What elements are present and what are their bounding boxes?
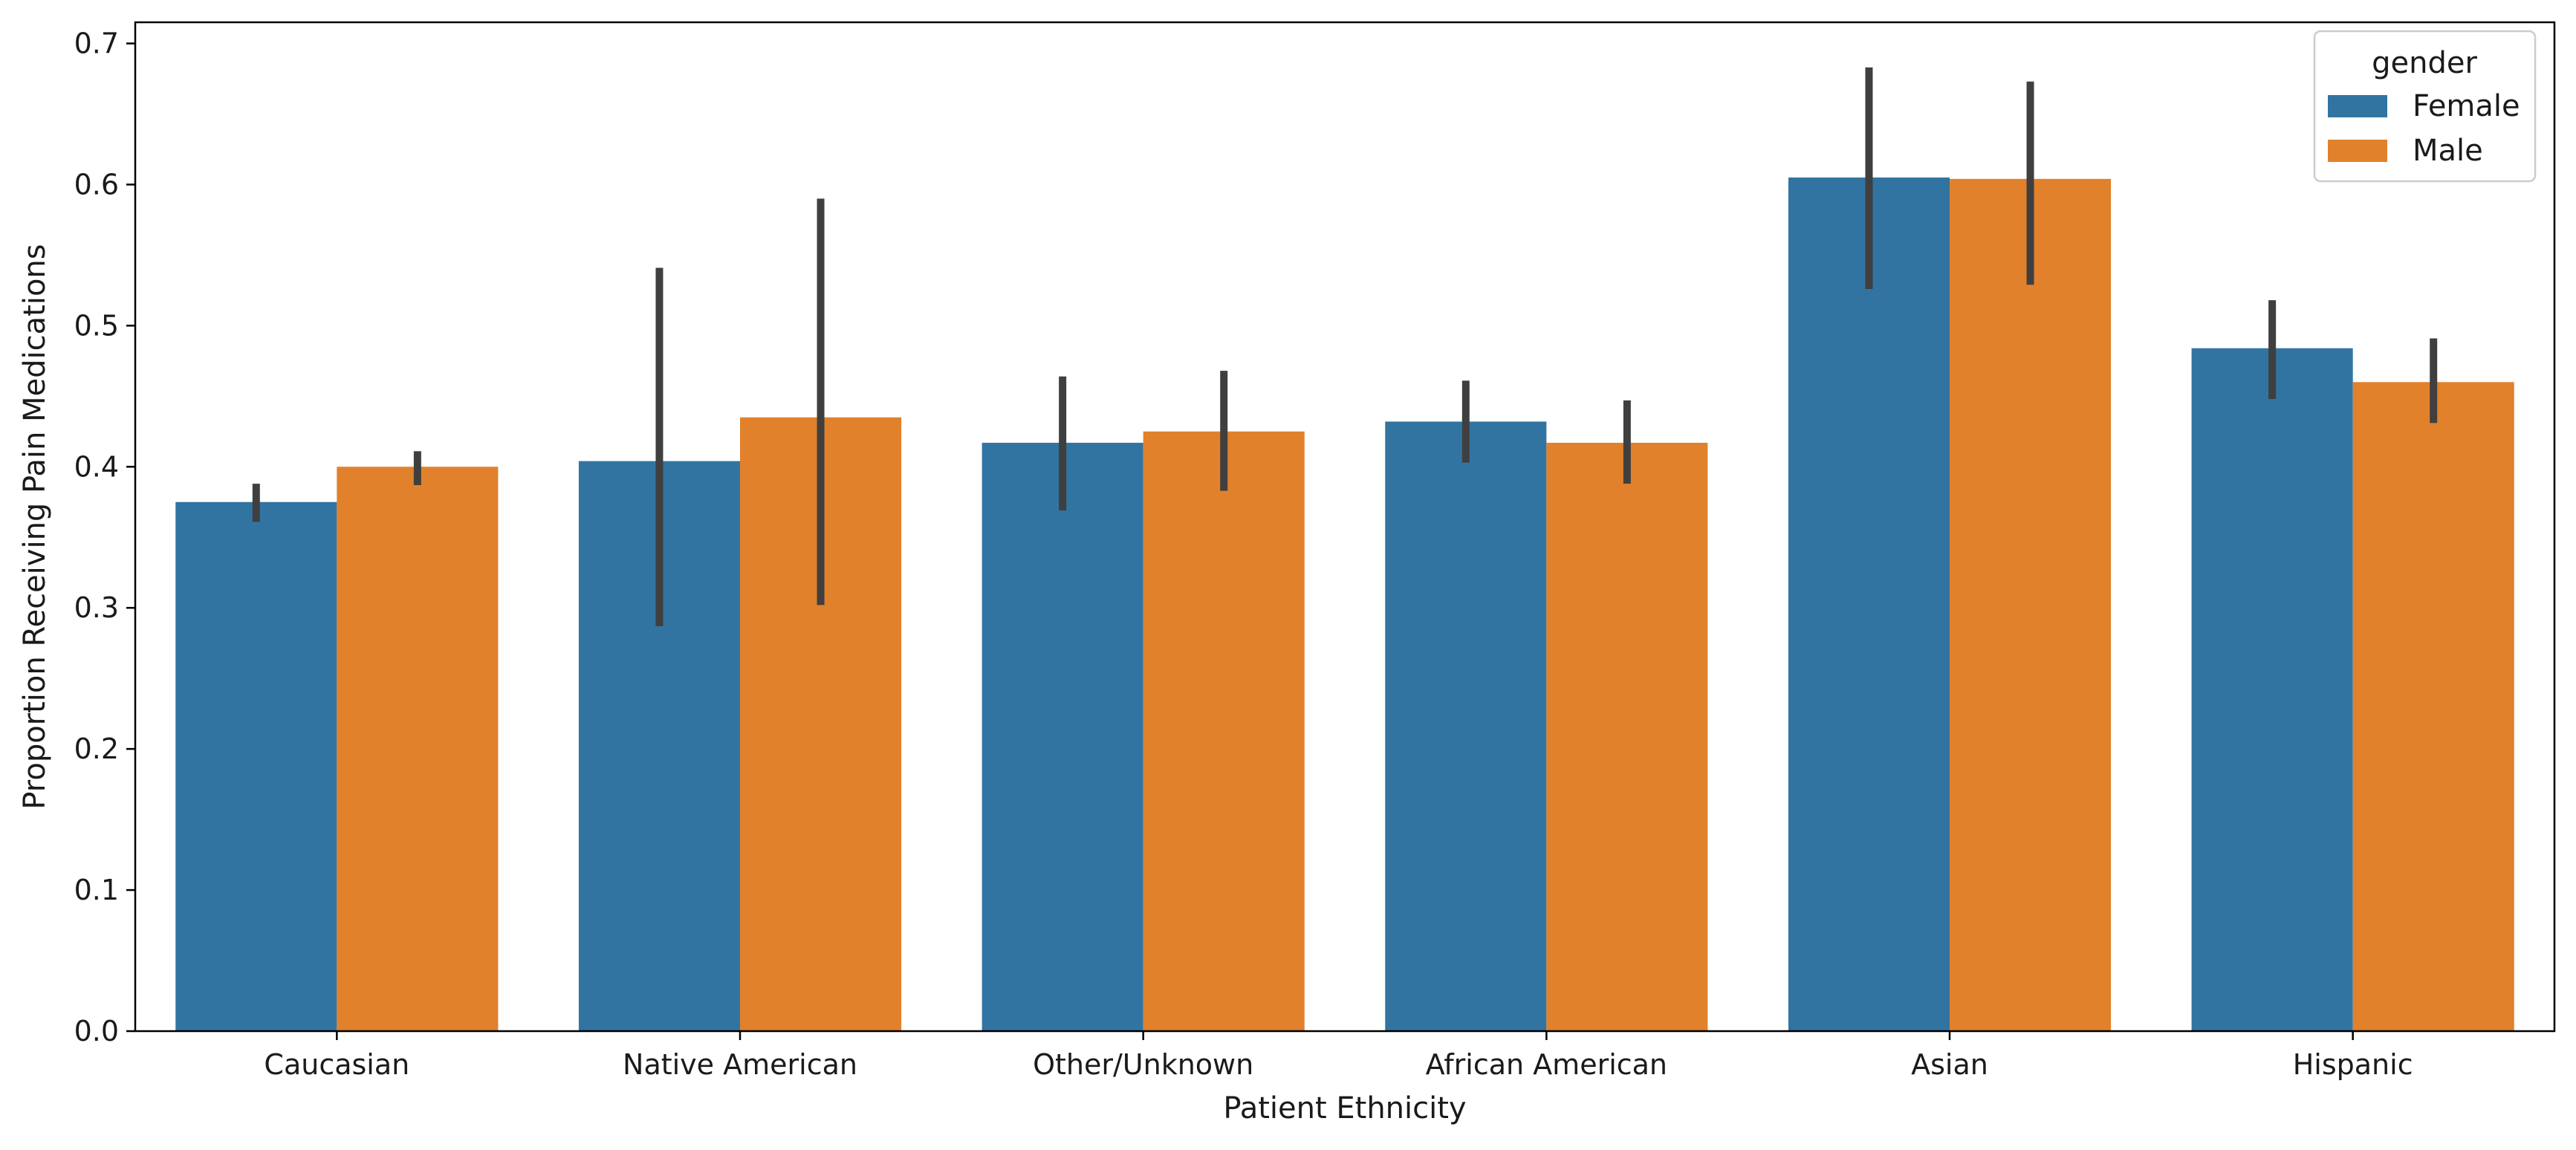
bar-female-3 — [1385, 421, 1547, 1031]
bars-layer — [175, 177, 2514, 1031]
y-tick-label: 0.0 — [74, 1015, 119, 1047]
bar-male-4 — [1950, 178, 2112, 1031]
x-tick-label: Asian — [1911, 1048, 1988, 1081]
x-tick-label: Hispanic — [2293, 1048, 2413, 1081]
y-axis: 0.0 0.1 0.2 0.3 0.4 0.5 0.6 0.7 — [74, 27, 135, 1047]
legend: gender Female Male — [2313, 30, 2537, 183]
legend-title: gender — [2372, 46, 2477, 80]
plot-frame — [134, 21, 2556, 1033]
x-tick-label: Caucasian — [264, 1048, 409, 1081]
error-bars-layer — [252, 67, 2438, 626]
legend-label-male: Male — [2413, 134, 2483, 168]
y-tick-label: 0.6 — [74, 168, 119, 201]
bar-female-4 — [1788, 177, 1950, 1031]
legend-entries: Female Male — [2328, 89, 2520, 168]
y-tick-label: 0.1 — [74, 874, 119, 906]
bar-female-2 — [982, 442, 1143, 1031]
bar-male-2 — [1143, 431, 1305, 1031]
bar-male-0 — [337, 467, 499, 1031]
bar-male-3 — [1546, 442, 1708, 1031]
legend-swatch-male — [2328, 140, 2387, 162]
x-tick-label: African American — [1426, 1048, 1667, 1081]
y-tick-label: 0.7 — [74, 27, 119, 59]
bar-female-5 — [2191, 348, 2353, 1031]
y-tick-label: 0.4 — [74, 450, 119, 483]
bar-male-5 — [2352, 382, 2514, 1031]
y-tick-label: 0.5 — [74, 309, 119, 342]
legend-swatch-female — [2328, 95, 2387, 117]
y-tick-label: 0.2 — [74, 732, 119, 765]
x-axis-label: Patient Ethnicity — [1223, 1091, 1466, 1125]
y-axis-label: Proportion Receiving Pain Medications — [18, 244, 52, 809]
x-tick-label: Other/Unknown — [1033, 1048, 1253, 1081]
x-tick-label: Native American — [623, 1048, 857, 1081]
legend-label-female: Female — [2413, 89, 2520, 123]
x-axis: Caucasian Native American Other/Unknown Afr… — [264, 1031, 2413, 1081]
y-tick-label: 0.3 — [74, 591, 119, 624]
bar-female-0 — [175, 501, 337, 1031]
